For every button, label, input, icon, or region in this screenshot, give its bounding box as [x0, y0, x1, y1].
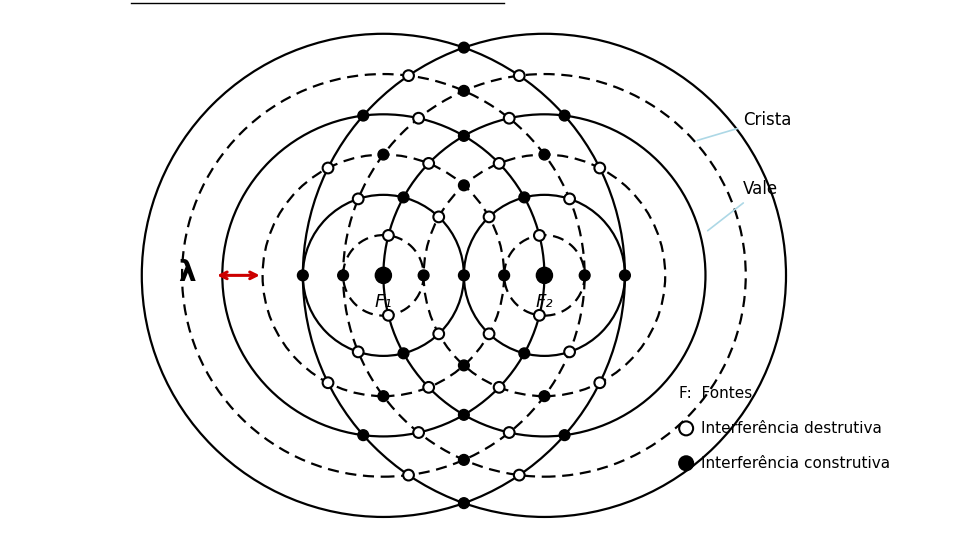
Circle shape: [519, 192, 530, 202]
Circle shape: [403, 70, 414, 81]
Circle shape: [459, 42, 469, 53]
Text: F:  Fontes: F: Fontes: [679, 386, 752, 401]
Circle shape: [493, 158, 505, 169]
Text: Interferência de Ondas (duas dimensões): Interferência de Ondas (duas dimensões): [132, 0, 504, 2]
Circle shape: [423, 382, 434, 393]
Circle shape: [323, 377, 333, 388]
Circle shape: [378, 391, 389, 402]
Circle shape: [559, 430, 570, 441]
Circle shape: [537, 267, 552, 284]
Circle shape: [484, 328, 494, 339]
Text: Crista: Crista: [697, 111, 791, 140]
Circle shape: [504, 113, 515, 124]
Circle shape: [383, 310, 394, 321]
Circle shape: [499, 270, 510, 281]
Circle shape: [459, 455, 469, 465]
Circle shape: [594, 377, 605, 388]
Circle shape: [375, 267, 392, 284]
Circle shape: [534, 310, 544, 321]
Circle shape: [459, 498, 469, 509]
Circle shape: [358, 430, 369, 441]
Text: F₁: F₁: [374, 293, 393, 310]
Circle shape: [383, 230, 394, 241]
Circle shape: [679, 456, 693, 470]
Text: Interferência construtiva: Interferência construtiva: [701, 456, 890, 471]
Text: Interferência destrutiva: Interferência destrutiva: [701, 421, 882, 436]
Circle shape: [338, 270, 348, 281]
Circle shape: [459, 360, 469, 371]
Circle shape: [619, 270, 631, 281]
Circle shape: [433, 212, 444, 222]
Circle shape: [413, 113, 424, 124]
Circle shape: [353, 193, 364, 204]
Circle shape: [484, 212, 494, 222]
Circle shape: [413, 427, 424, 438]
Circle shape: [378, 149, 389, 160]
Circle shape: [419, 270, 429, 281]
Text: λ: λ: [179, 259, 196, 287]
Circle shape: [493, 382, 505, 393]
Circle shape: [459, 409, 469, 420]
Circle shape: [540, 391, 550, 402]
Circle shape: [579, 270, 590, 281]
Circle shape: [540, 149, 550, 160]
Circle shape: [679, 421, 693, 435]
Circle shape: [504, 427, 515, 438]
Circle shape: [559, 110, 570, 121]
Circle shape: [398, 192, 409, 202]
Circle shape: [514, 470, 524, 481]
Circle shape: [459, 131, 469, 141]
Circle shape: [353, 347, 364, 357]
Circle shape: [519, 348, 530, 359]
Circle shape: [459, 85, 469, 96]
Circle shape: [564, 193, 575, 204]
Circle shape: [459, 180, 469, 191]
Text: Vale: Vale: [708, 180, 779, 231]
Circle shape: [594, 163, 605, 173]
Text: F₂: F₂: [536, 293, 553, 310]
Circle shape: [433, 328, 444, 339]
Circle shape: [423, 158, 434, 169]
Circle shape: [323, 163, 333, 173]
Circle shape: [403, 470, 414, 481]
Circle shape: [398, 348, 409, 359]
Circle shape: [358, 110, 369, 121]
Circle shape: [534, 230, 544, 241]
Circle shape: [298, 270, 308, 281]
Circle shape: [564, 347, 575, 357]
Circle shape: [459, 270, 469, 281]
Circle shape: [514, 70, 524, 81]
